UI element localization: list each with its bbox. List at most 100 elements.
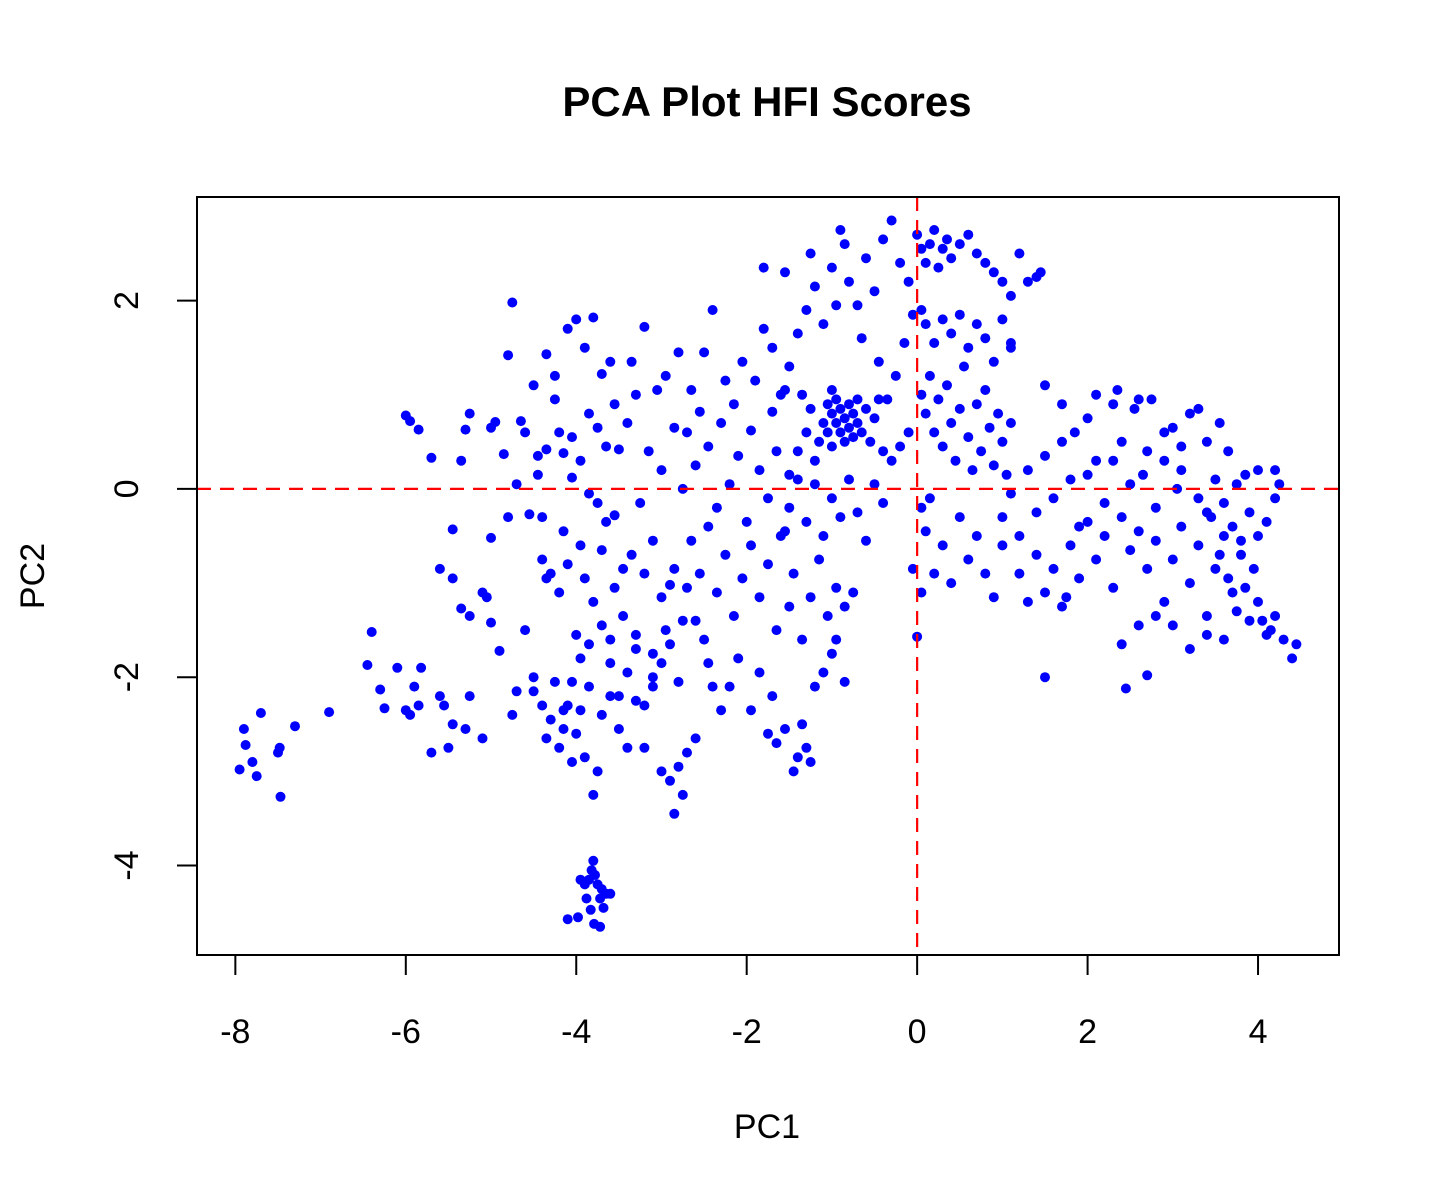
data-point (1253, 531, 1263, 541)
data-point (1231, 479, 1242, 490)
data-point (954, 403, 965, 414)
data-point (1040, 380, 1050, 391)
data-point (993, 408, 1004, 419)
data-point (1116, 639, 1127, 650)
data-point (1142, 563, 1153, 574)
data-point (630, 389, 641, 400)
data-point (694, 568, 705, 579)
data-point (946, 418, 957, 428)
data-point (579, 752, 590, 763)
data-point (1091, 554, 1102, 565)
data-point (575, 705, 586, 716)
data-point (1270, 611, 1281, 621)
data-point (869, 413, 880, 424)
data-point (549, 676, 560, 687)
data-point (413, 700, 424, 711)
data-point (1031, 549, 1042, 560)
data-point (1022, 465, 1033, 476)
x-axis: -8 -6 -4 -2 0 2 4 (220, 954, 1268, 1051)
data-point (844, 276, 854, 287)
data-point (980, 333, 991, 344)
data-point (895, 441, 906, 452)
data-point (826, 408, 837, 419)
data-point (558, 448, 569, 459)
data-point (596, 620, 607, 631)
data-point (1150, 611, 1161, 621)
data-point (997, 512, 1008, 523)
data-point (1061, 592, 1072, 603)
data-point (963, 342, 974, 353)
data-point (1035, 267, 1046, 278)
data-point (1120, 683, 1131, 694)
data-point (852, 394, 863, 405)
data-point (595, 921, 606, 932)
data-point (379, 703, 390, 714)
data-point (585, 904, 596, 915)
data-point (814, 554, 825, 565)
data-point (907, 563, 918, 574)
data-point (980, 385, 991, 395)
data-point (494, 645, 505, 656)
data-point (673, 676, 684, 687)
data-point (558, 724, 569, 734)
data-point (835, 427, 846, 438)
data-point (567, 432, 577, 443)
data-point (711, 587, 722, 598)
data-point (728, 611, 739, 621)
data-point (1057, 436, 1067, 447)
data-point (907, 309, 918, 320)
data-point (507, 709, 518, 720)
data-point (1125, 479, 1136, 490)
x-tick-label: 4 (1249, 1013, 1268, 1051)
data-point (1142, 446, 1153, 457)
data-point (1082, 516, 1093, 527)
data-point (1265, 625, 1276, 636)
data-point (942, 380, 952, 391)
data-point (622, 418, 633, 428)
data-point (929, 427, 940, 438)
data-point (464, 611, 475, 621)
data-point (797, 389, 808, 400)
data-point (588, 312, 599, 323)
data-point (579, 342, 590, 353)
data-point (1022, 276, 1033, 287)
x-tick-label: 0 (908, 1013, 927, 1051)
data-point (780, 267, 790, 278)
data-point (852, 418, 863, 428)
data-point (1227, 521, 1238, 532)
data-point (1116, 436, 1127, 447)
data-point (1218, 531, 1229, 541)
data-point (920, 408, 931, 419)
data-point (592, 766, 603, 777)
data-point (1142, 670, 1153, 681)
data-point (844, 422, 854, 433)
data-point (1287, 653, 1298, 664)
data-point (643, 446, 654, 457)
data-point (933, 262, 944, 273)
data-point (826, 493, 837, 504)
data-point (247, 757, 258, 767)
data-point (805, 403, 816, 414)
data-point (1150, 535, 1161, 546)
data-point (1005, 488, 1016, 499)
data-point (869, 479, 880, 490)
data-point (835, 403, 846, 414)
data-point (1184, 408, 1195, 419)
data-point (1210, 563, 1221, 574)
data-point (605, 888, 616, 899)
data-point (605, 634, 616, 645)
data-point (920, 257, 931, 268)
data-point (584, 488, 594, 499)
data-point (733, 653, 744, 664)
data-point (686, 535, 697, 546)
data-point (861, 253, 871, 264)
data-point (724, 681, 735, 692)
data-point (716, 418, 727, 428)
data-point (251, 771, 262, 782)
data-point (826, 441, 837, 452)
data-point (797, 634, 808, 645)
data-point (1150, 502, 1161, 513)
data-point (584, 408, 594, 419)
data-point (647, 535, 658, 546)
